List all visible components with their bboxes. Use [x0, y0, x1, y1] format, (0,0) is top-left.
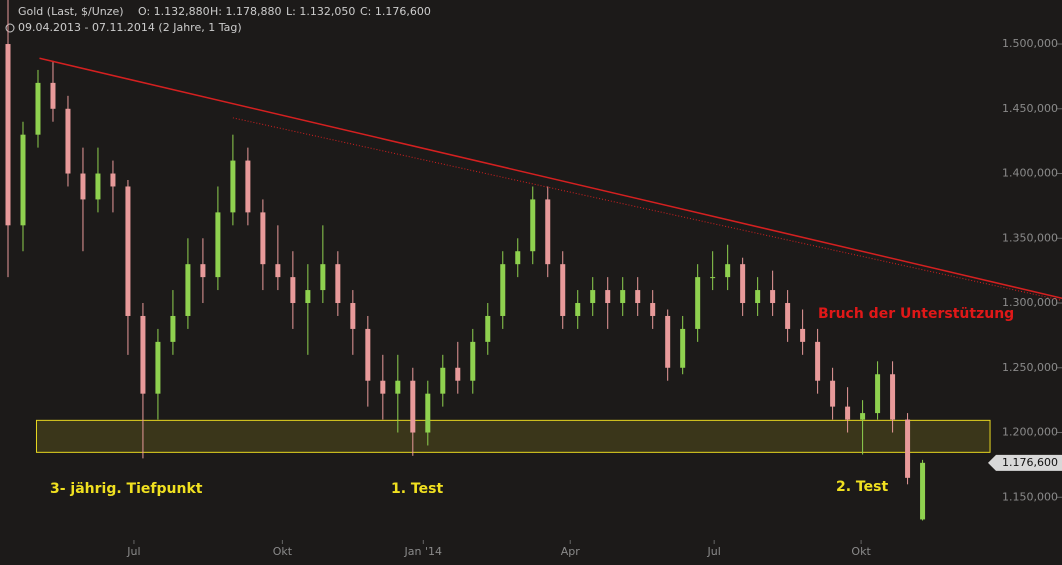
ohlc-label: C: 1.176,600: [360, 5, 431, 18]
candle-body: [350, 303, 356, 329]
candle-body: [245, 160, 251, 213]
candle-body: [920, 462, 926, 520]
y-tick-label: 1.200,000: [1002, 426, 1058, 439]
y-tick-label: 1.450,000: [1002, 102, 1058, 115]
candle-body: [485, 315, 491, 342]
subtitle: 09.04.2013 - 07.11.2014 (2 Jahre, 1 Tag): [18, 21, 242, 34]
y-tick-label: 1.500,000: [1002, 37, 1058, 50]
candle-body: [365, 328, 371, 381]
candle-body: [275, 264, 281, 278]
candle-body: [80, 173, 86, 200]
annotation: 2. Test: [836, 479, 888, 495]
candle-body: [95, 173, 101, 200]
candle-body: [395, 380, 401, 394]
price-tag: [988, 454, 1062, 471]
chart-title: Gold (Last, $/Unze): [18, 5, 124, 18]
candle-body: [890, 374, 896, 420]
candle-body: [140, 315, 146, 394]
candle-body: [815, 341, 821, 381]
candle-body: [725, 264, 731, 278]
candle-body: [695, 277, 701, 329]
candle-body: [845, 406, 851, 420]
candle-body: [410, 380, 416, 433]
candle-body: [155, 341, 161, 394]
candle-body: [440, 367, 446, 394]
candle-body: [200, 264, 206, 278]
candle-body: [800, 328, 806, 342]
candle-body: [740, 264, 746, 304]
annotation: 3- jährig. Tiefpunkt: [50, 481, 203, 497]
trend-line: [39, 57, 1062, 299]
x-tick-label: Jan '14: [404, 545, 442, 558]
candle-body: [830, 380, 836, 407]
candle-body: [50, 82, 56, 109]
candle-body: [335, 264, 341, 304]
y-tick-label: 1.400,000: [1002, 167, 1058, 180]
y-tick-label: 1.300,000: [1002, 296, 1058, 309]
annotation: Bruch der Unterstützung: [818, 306, 1014, 322]
candle-body: [605, 290, 611, 304]
candle-body: [545, 199, 551, 265]
y-tick-label: 1.350,000: [1002, 231, 1058, 244]
candle-body: [665, 315, 671, 368]
candle-body: [875, 374, 881, 414]
x-tick-label: Okt: [851, 545, 871, 558]
candle-body: [125, 186, 131, 316]
price-tag-label: 1.176,600: [1002, 456, 1058, 469]
candle-body: [425, 393, 431, 433]
candle-body: [680, 328, 686, 368]
candle-body: [710, 277, 716, 279]
candle-body: [575, 303, 581, 316]
candle-body: [860, 413, 866, 420]
candle-body: [590, 290, 596, 304]
support-zone: [35, 419, 991, 453]
candle-body: [170, 315, 176, 342]
candle-body: [5, 44, 11, 226]
candle-body: [530, 199, 536, 252]
candle-body: [35, 82, 41, 135]
candle-body: [620, 290, 626, 304]
candle-body: [230, 160, 236, 213]
candle-body: [770, 290, 776, 304]
candle-body: [320, 264, 326, 291]
y-tick-label: 1.150,000: [1002, 490, 1058, 503]
annotation: 1. Test: [391, 481, 443, 497]
candle-body: [635, 290, 641, 304]
candle-body: [215, 212, 221, 278]
candle-body: [500, 264, 506, 316]
candle-body: [305, 290, 311, 304]
candle-body: [755, 290, 761, 304]
candle-body: [260, 212, 266, 265]
candle-body: [515, 251, 521, 265]
candle-body: [185, 264, 191, 316]
y-tick-label: 1.250,000: [1002, 361, 1058, 374]
candle-body: [65, 108, 71, 174]
candle-body: [20, 134, 26, 226]
x-tick-label: Jul: [707, 545, 721, 558]
candle-body: [650, 303, 656, 316]
trend-line: [232, 117, 1062, 301]
x-tick-label: Jul: [126, 545, 140, 558]
candle-body: [470, 341, 476, 381]
ohlc-label: O: 1.132,880: [138, 5, 210, 18]
candle-body: [455, 367, 461, 381]
candle-body: [905, 419, 911, 478]
ohlc-label: L: 1.132,050: [286, 5, 355, 18]
x-tick-label: Okt: [273, 545, 293, 558]
candle-body: [290, 277, 296, 304]
candle-body: [110, 173, 116, 187]
ohlc-label: H: 1.178,880: [210, 5, 281, 18]
candle-body: [380, 380, 386, 394]
x-tick-label: Apr: [561, 545, 581, 558]
clock-icon: [5, 23, 15, 33]
candle-body: [560, 264, 566, 316]
candle-body: [785, 303, 791, 329]
